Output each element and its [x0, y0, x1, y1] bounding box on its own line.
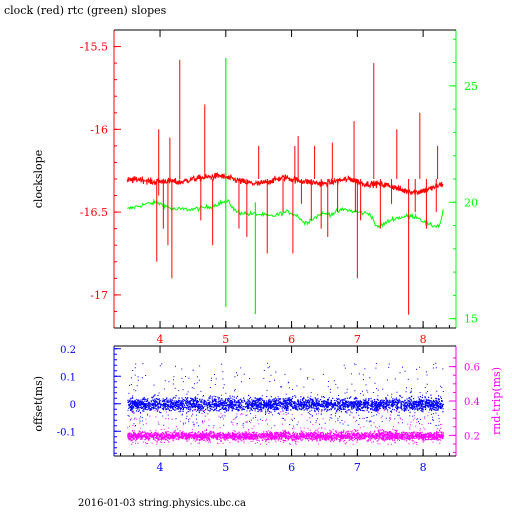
bottom-ytick-label: 0.1 [60, 372, 76, 383]
top-ytick-label: -15.5 [80, 41, 108, 54]
top-xtick-label: 6 [288, 333, 295, 346]
bottom-ylabel: offset(ms) [32, 376, 45, 432]
bottom-y2tick-label: 0.4 [464, 397, 480, 408]
figure-title: clock (red) rtc (green) slopes [4, 4, 167, 17]
top-y2tick-label: 25 [464, 80, 478, 93]
rtc-series-line [127, 198, 444, 229]
bottom-plot: 0.2 0.1 0 -0.1 0.6 0.4 0.2 4 5 6 7 8 offset(ms) rnd-t… [32, 345, 503, 474]
top-plot: -15.5 -16 -16.5 -17 15 20 25 4 5 6 7 8 clockslope [32, 29, 478, 346]
bottom-xtick-label: 5 [222, 461, 229, 474]
bottom-ytick-label: -0.1 [57, 427, 76, 438]
top-y2tick-label: 15 [464, 313, 478, 326]
bottom-ytick-label: 0 [70, 400, 76, 411]
bottom-xtick-label: 6 [288, 461, 295, 474]
bottom-xtick-label: 4 [157, 461, 164, 474]
top-ytick-label: -16.5 [80, 206, 108, 219]
footer-host-date: 2016-01-03 string.physics.ubc.ca [78, 498, 246, 509]
top-ytick-label: -17 [90, 289, 108, 302]
top-xtick-label: 7 [354, 333, 361, 346]
top-y2tick-label: 20 [464, 196, 478, 209]
top-ytick-label: -16 [90, 123, 108, 136]
top-xtick-label: 5 [222, 333, 229, 346]
offset-scatter-points [127, 362, 444, 427]
top-ylabel: clockslope [32, 150, 45, 208]
top-xtick-label: 8 [420, 333, 427, 346]
top-xtick-label: 4 [157, 333, 164, 346]
bottom-xtick-label: 7 [354, 461, 361, 474]
clock-series-line [126, 171, 444, 196]
bottom-y2tick-label: 0.2 [464, 431, 480, 442]
bottom-y2label: rnd-trip(ms) [490, 367, 503, 435]
bottom-y2tick-label: 0.6 [464, 363, 480, 374]
bottom-xtick-label: 8 [420, 461, 427, 474]
rnd-trip-scatter-points [127, 409, 444, 445]
bottom-ytick-label: 0.2 [60, 345, 76, 356]
